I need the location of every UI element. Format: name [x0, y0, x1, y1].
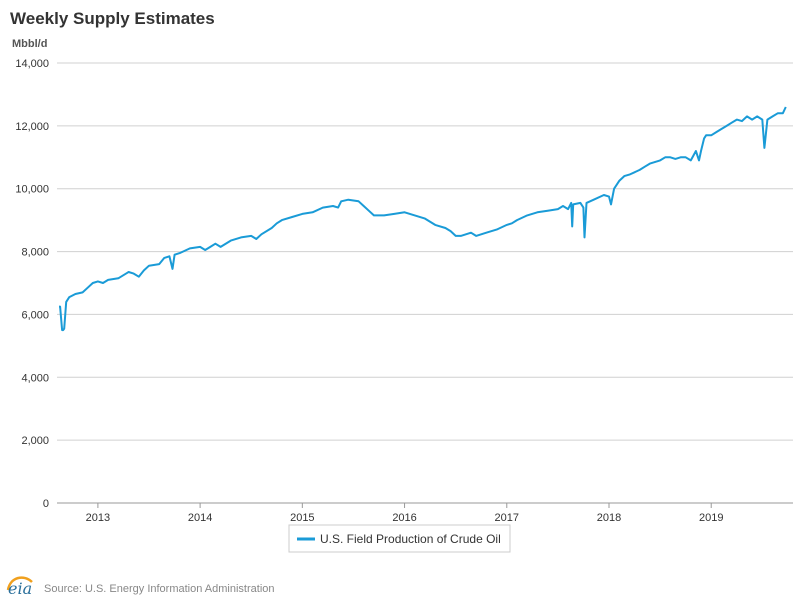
series-layer — [59, 106, 787, 332]
legend-box — [288, 524, 511, 553]
x-tick-label: 2018 — [597, 512, 621, 524]
gridlines — [57, 62, 793, 504]
x-axis-ticks: 2013 2014 2015 2016 2017 2018 2019 — [86, 503, 723, 524]
x-tick-label: 2013 — [86, 512, 110, 524]
logo-swoosh-icon — [6, 576, 33, 591]
legend[interactable]: U.S. Field Production of Crude Oil — [288, 524, 511, 553]
chart-title: Weekly Supply Estimates — [10, 9, 215, 28]
source-note: Source: U.S. Energy Information Administ… — [44, 583, 275, 595]
legend-label: U.S. Field Production of Crude Oil — [320, 532, 501, 546]
logo-text: eia — [8, 579, 32, 598]
y-tick-label: 8,000 — [21, 247, 49, 259]
x-tick-label: 2014 — [188, 512, 212, 524]
y-tick-label: 14,000 — [15, 58, 49, 70]
y-tick-label: 2,000 — [21, 435, 49, 447]
y-unit-label: Mbbl/d — [12, 38, 47, 50]
y-tick-label: 10,000 — [15, 184, 49, 196]
x-tick-label: 2015 — [290, 512, 314, 524]
x-tick-label: 2017 — [495, 512, 519, 524]
y-tick-label: 6,000 — [21, 309, 49, 321]
eia-logo: eia — [6, 576, 33, 598]
y-tick-label: 12,000 — [15, 121, 49, 133]
series-line[interactable] — [59, 106, 787, 332]
y-axis-ticks: 0 2,000 4,000 6,000 8,000 10,000 12,000 14,000 — [15, 58, 49, 510]
y-tick-label: 4,000 — [21, 372, 49, 384]
x-tick-label: 2016 — [392, 512, 416, 524]
y-tick-label: 0 — [43, 498, 49, 510]
x-tick-label: 2019 — [699, 512, 723, 524]
